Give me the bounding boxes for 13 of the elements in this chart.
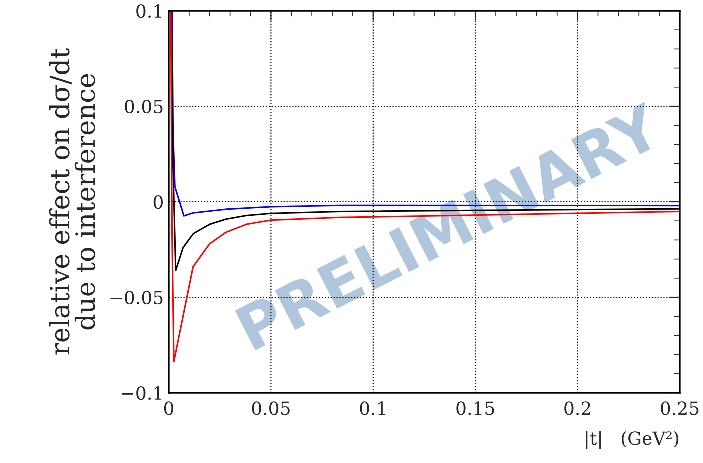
x-tick-label: 0 bbox=[164, 402, 174, 416]
x-tick-label: 0.1 bbox=[360, 402, 386, 416]
y-tick-label: 0 bbox=[154, 195, 163, 210]
x-tick-label: 0.05 bbox=[252, 402, 290, 416]
y-tick-label: 0.05 bbox=[125, 100, 163, 114]
y-tick-label: −0.1 bbox=[122, 386, 162, 400]
y-axis-title: relative effect on dσ/dt due to interference bbox=[49, 48, 96, 355]
x-tick-label: 0.25 bbox=[661, 402, 699, 416]
y-tick-label: −0.05 bbox=[110, 290, 163, 305]
x-tick-label: 0.15 bbox=[456, 402, 494, 416]
x-tick-label: 0.2 bbox=[564, 402, 590, 416]
x-axis-title: |t| (GeV²) bbox=[586, 431, 679, 450]
y-tick-label: 0.1 bbox=[136, 4, 162, 18]
